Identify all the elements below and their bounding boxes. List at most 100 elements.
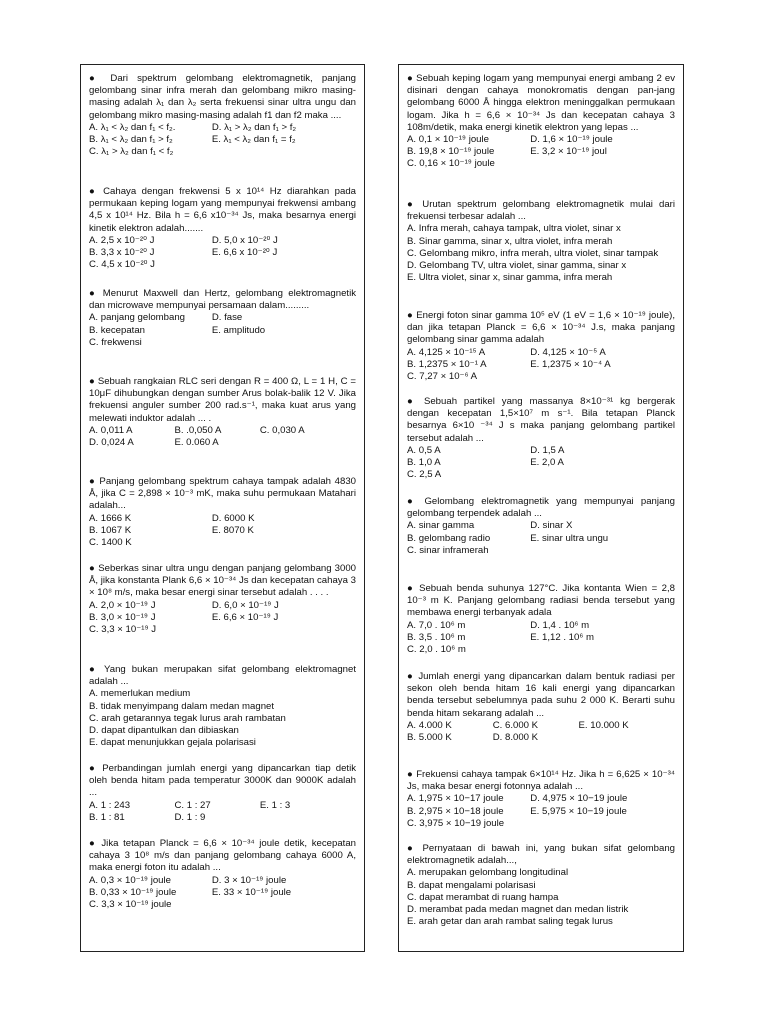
option-row: B. 3,0 × 10⁻¹⁹ J E. 6,6 × 10⁻¹⁹ J <box>89 612 356 624</box>
option: E. 0.060 A <box>174 437 219 449</box>
option-row: C. 7,27 × 10⁻⁶ A <box>407 371 675 383</box>
option: C. 3,3 × 10⁻¹⁹ joule <box>89 899 172 911</box>
option: D. 4,125 × 10⁻⁵ A <box>530 346 606 358</box>
question-text: ● Urutan spektrum gelombang elektromagne… <box>407 199 675 223</box>
option: D. 4,975 × 10−19 joule <box>530 793 628 805</box>
option: C. 0,16 × 10⁻¹⁹ joule <box>407 158 495 170</box>
option-row: B. 3,5 . 10⁶ m E. 1,12 . 10⁶ m <box>407 632 675 644</box>
option: D. fase <box>211 312 243 324</box>
option: A. 4,125 × 10⁻¹⁵ A <box>407 346 486 358</box>
left-column: ● Dari spektrum gelombang elektromagneti… <box>80 64 365 952</box>
option: A. 0,1 × 10⁻¹⁹ joule <box>407 134 489 146</box>
option: B. gelombang radio <box>407 532 491 544</box>
option: D. 0,024 A <box>89 437 134 449</box>
option: A. 2,5 x 10⁻²⁰ J <box>89 234 155 246</box>
option: A. λ₁ < λ₂ dan f₁ < f₂. <box>89 121 176 133</box>
option-row: C. 2,5 A <box>407 469 675 481</box>
option-row: C. 3,975 × 10−19 joule <box>407 818 675 830</box>
option: E. amplitudo <box>211 324 266 336</box>
option: C. 6.000 K <box>492 719 539 731</box>
option-row: A. 0,3 × 10⁻¹⁹ joule D. 3 × 10⁻¹⁹ joule <box>89 875 356 887</box>
question-text: ● Sebuah benda suhunya 127°C. Jika konta… <box>407 583 675 619</box>
right-column: ● Sebuah keping logam yang mempunyai ene… <box>398 64 684 952</box>
option: E. 1,12 . 10⁶ m <box>530 631 594 643</box>
option: D. 1,5 A <box>530 444 565 456</box>
option: A. 0,5 A <box>407 444 441 456</box>
option: A. 1,975 × 10−17 joule <box>407 793 504 805</box>
option-row: A. sinar gamma D. sinar X <box>407 520 675 532</box>
option: D. dapat dipantulkan dan dibiaskan <box>89 725 239 737</box>
option-row: C. sinar inframerah <box>407 545 675 557</box>
option-row: B. dapat mengalami polarisasi <box>407 880 675 892</box>
question: ● Gelombang elektromagnetik yang mempuny… <box>407 496 675 557</box>
option: E. 3,2 × 10⁻¹⁹ joul <box>530 146 607 158</box>
option: C. 3,975 × 10−19 joule <box>407 817 505 829</box>
question: ● Cahaya dengan frekwensi 5 x 10¹⁴ Hz di… <box>89 186 356 271</box>
option: E. 6,6 x 10⁻²⁰ J <box>211 247 278 259</box>
option: C. λ₁ > λ₂ dan f₁ < f₂ <box>89 146 174 158</box>
option-row: A. 0,1 × 10⁻¹⁹ joule D. 1,6 × 10⁻¹⁹ joule <box>407 134 675 146</box>
option-row: C. 3,3 × 10⁻¹⁹ J <box>89 624 356 636</box>
question: ● Perbandingan jumlah energi yang dipanc… <box>89 763 356 824</box>
option: A. 4.000 K <box>407 719 452 731</box>
question-text: ● Sebuah partikel yang massanya 8×10⁻³¹ … <box>407 396 675 444</box>
option: B. 1067 K <box>89 524 132 536</box>
option-row: A. λ₁ < λ₂ dan f₁ < f₂. D. λ₁ > λ₂ dan f₁… <box>89 122 356 134</box>
option-row: C. frekwensi <box>89 337 356 349</box>
option-row: C. 2,0 . 10⁶ m <box>407 644 675 656</box>
question-text: ● Jumlah energi yang dipancarkan dalam b… <box>407 671 675 719</box>
option: C. 1 : 27 <box>174 799 211 811</box>
option-row: B. tidak menyimpang dalam medan magnet <box>89 701 356 713</box>
option-row: C. dapat merambat di ruang hampa <box>407 892 675 904</box>
option: C. 7,27 × 10⁻⁶ A <box>407 371 478 383</box>
option-row: A. 1,975 × 10−17 joule D. 4,975 × 10−19 j… <box>407 793 675 805</box>
option-row: D. Gelombang TV, ultra violet, sinar gam… <box>407 260 675 272</box>
option-row: B. 19,8 × 10⁻¹⁹ joule E. 3,2 × 10⁻¹⁹ joul <box>407 146 675 158</box>
option-row: C. 3,3 × 10⁻¹⁹ joule <box>89 899 356 911</box>
option: B. 3,5 . 10⁶ m <box>407 631 466 643</box>
option-row: B. 2,975 × 10−18 joule E. 5,975 × 10−19 j… <box>407 806 675 818</box>
question-text: ● Sebuah rangkaian RLC seri dengan R = 4… <box>89 376 356 424</box>
option-row: D. merambat pada medan magnet dan medan … <box>407 904 675 916</box>
option: E. 10.000 K <box>578 719 629 731</box>
question: ● Energi foton sinar gamma 10⁵ eV (1 eV … <box>407 310 675 383</box>
option: D. 8.000 K <box>492 732 539 744</box>
option: D. 1,6 × 10⁻¹⁹ joule <box>530 134 613 146</box>
option: C. 3,3 × 10⁻¹⁹ J <box>89 624 157 636</box>
option: A. 1 : 243 <box>89 799 131 811</box>
option-row: A. 1666 K D. 6000 K <box>89 513 356 525</box>
question-text: ● Energi foton sinar gamma 10⁵ eV (1 eV … <box>407 310 675 346</box>
option-row: A. 0,5 A D. 1,5 A <box>407 445 675 457</box>
option: D. 1,4 . 10⁶ m <box>530 619 590 631</box>
option: C. 2,5 A <box>407 469 442 481</box>
option: A. 0,3 × 10⁻¹⁹ joule <box>89 874 171 886</box>
option: D. Gelombang TV, ultra violet, sinar gam… <box>407 260 627 272</box>
option: B. 3,3 x 10⁻²⁰ J <box>89 247 155 259</box>
question: ● Sebuah keping logam yang mempunyai ene… <box>407 73 675 171</box>
option-row: A. 0,011 A B. .0,050 A C. 0,030 A <box>89 425 356 437</box>
option: A. panjang gelombang <box>89 312 186 324</box>
option: E. λ₁ < λ₂ dan f₁ = f₂ <box>211 134 296 146</box>
question: ● Panjang gelombang spektrum cahaya tamp… <box>89 476 356 549</box>
option-row: C. λ₁ > λ₂ dan f₁ < f₂ <box>89 146 356 158</box>
option-row: B. 1,2375 × 10⁻¹ A E. 1,2375 × 10⁻⁴ A <box>407 359 675 371</box>
option: B. 1,2375 × 10⁻¹ A <box>407 358 487 370</box>
option: E. 2,0 A <box>530 457 564 469</box>
question: ● Yang bukan merupakan sifat gelombang e… <box>89 664 356 749</box>
question-text: ● Dari spektrum gelombang elektromagneti… <box>89 73 356 121</box>
option-row: E. arah getar dan arah rambat saling teg… <box>407 916 675 928</box>
question-text: ● Cahaya dengan frekwensi 5 x 10¹⁴ Hz di… <box>89 186 356 234</box>
option-row: D. dapat dipantulkan dan dibiaskan <box>89 725 356 737</box>
option-row: A. 1 : 243 C. 1 : 27 E. 1 : 3 <box>89 800 356 812</box>
option: D. 1 : 9 <box>174 811 206 823</box>
option: A. 2,0 × 10⁻¹⁹ J <box>89 599 156 611</box>
option: B. dapat mengalami polarisasi <box>407 879 536 891</box>
option: B. .0,050 A <box>174 424 222 436</box>
option: B. 0,33 × 10⁻¹⁹ joule <box>89 886 177 898</box>
option: C. 1400 K <box>89 537 132 549</box>
option-row: A. 4.000 K C. 6.000 K E. 10.000 K <box>407 720 675 732</box>
option: C. 0,030 A <box>259 424 305 436</box>
option: C. dapat merambat di ruang hampa <box>407 891 559 903</box>
question: ● Jumlah energi yang dipancarkan dalam b… <box>407 671 675 744</box>
